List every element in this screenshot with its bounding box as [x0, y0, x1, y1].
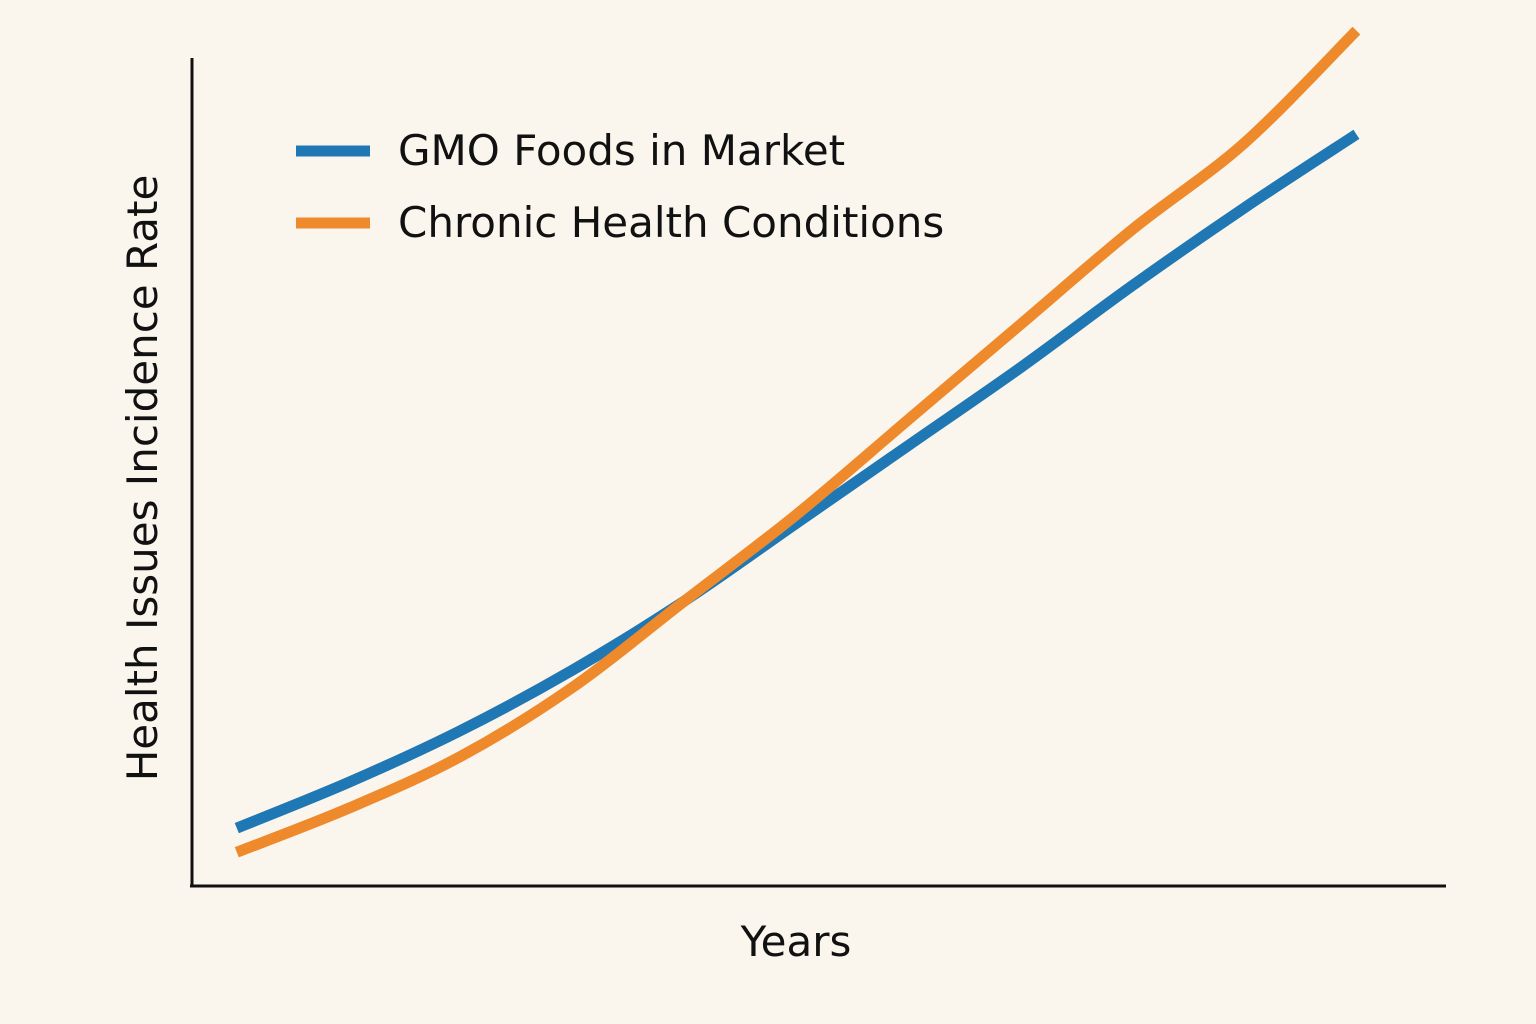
series-line-gmo-foods	[234, 129, 1360, 834]
series-layer	[234, 26, 1361, 858]
x-axis-label: Years	[740, 917, 852, 966]
y-axis-label: Health Issues Incidence Rate	[118, 175, 167, 782]
series-line-chronic-health	[234, 26, 1361, 858]
legend: GMO Foods in Market Chronic Health Condi…	[296, 126, 944, 247]
legend-label-gmo-foods: GMO Foods in Market	[398, 126, 845, 175]
legend-label-chronic-health: Chronic Health Conditions	[398, 198, 944, 247]
